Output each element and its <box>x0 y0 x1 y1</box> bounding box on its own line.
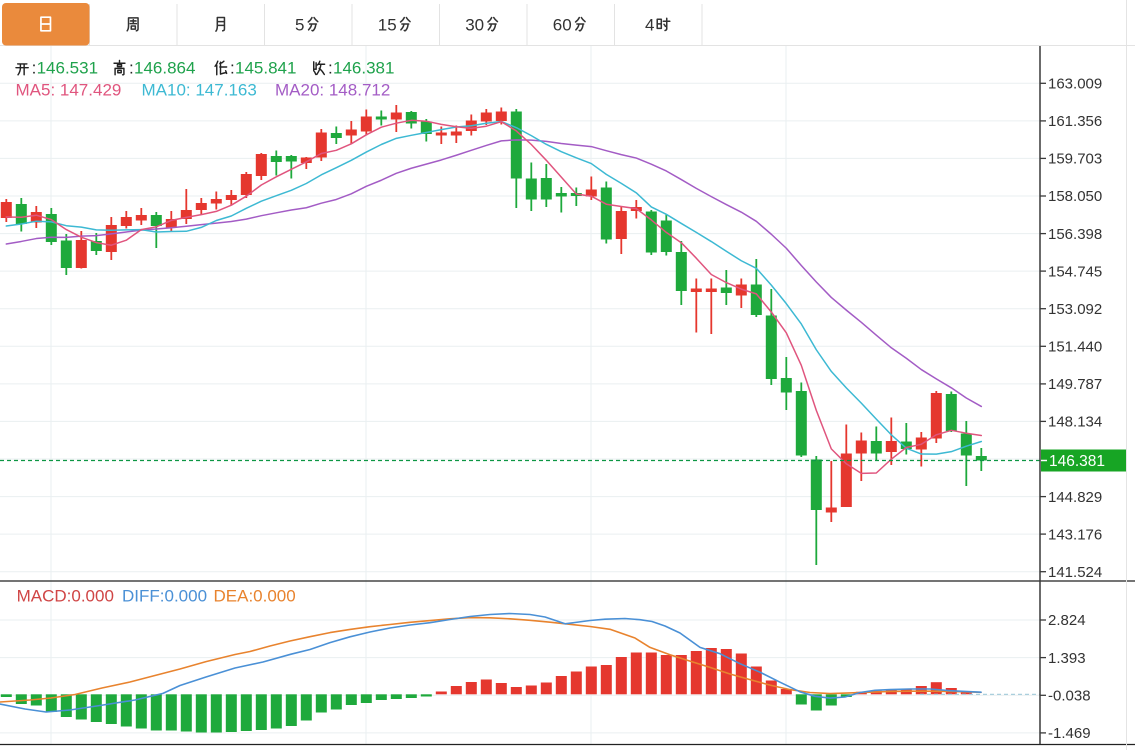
svg-text:146.531: 146.531 <box>37 59 98 78</box>
svg-text:30: 30 <box>465 16 484 35</box>
svg-text:143.176: 143.176 <box>1048 526 1102 543</box>
svg-text:15: 15 <box>378 16 397 35</box>
svg-text:146.864: 146.864 <box>134 59 195 78</box>
svg-text:146.381: 146.381 <box>333 59 394 78</box>
svg-text:154.745: 154.745 <box>1048 263 1102 280</box>
svg-text::: : <box>328 59 333 78</box>
svg-text::: : <box>32 59 37 78</box>
svg-text:146.381: 146.381 <box>1049 453 1105 470</box>
svg-text:163.009: 163.009 <box>1048 76 1102 93</box>
svg-text:144.829: 144.829 <box>1048 489 1102 506</box>
svg-text:145.841: 145.841 <box>235 59 296 78</box>
svg-text:148.134: 148.134 <box>1048 414 1102 431</box>
svg-text:159.703: 159.703 <box>1048 151 1102 168</box>
svg-text:-0.038: -0.038 <box>1048 688 1091 705</box>
svg-text:MA20: 148.712: MA20: 148.712 <box>275 81 390 100</box>
svg-text:MACD:0.000: MACD:0.000 <box>17 587 114 606</box>
svg-text:161.356: 161.356 <box>1048 113 1102 130</box>
svg-text:-1.469: -1.469 <box>1048 725 1091 742</box>
svg-text:4: 4 <box>645 16 654 35</box>
svg-text:60: 60 <box>553 16 572 35</box>
svg-text:MA5: 147.429: MA5: 147.429 <box>16 81 122 100</box>
svg-text:2.824: 2.824 <box>1048 612 1086 629</box>
svg-text:DIFF:0.000: DIFF:0.000 <box>122 587 207 606</box>
svg-text:158.050: 158.050 <box>1048 188 1102 205</box>
svg-text:153.092: 153.092 <box>1048 301 1102 318</box>
svg-text::: : <box>230 59 235 78</box>
svg-text::: : <box>129 59 134 78</box>
svg-text:141.524: 141.524 <box>1048 564 1102 581</box>
svg-text:DEA:0.000: DEA:0.000 <box>214 587 296 606</box>
svg-text:5: 5 <box>295 16 304 35</box>
svg-text:1.393: 1.393 <box>1048 650 1086 667</box>
svg-text:151.440: 151.440 <box>1048 339 1102 356</box>
svg-text:156.398: 156.398 <box>1048 226 1102 243</box>
svg-text:MA10: 147.163: MA10: 147.163 <box>142 81 257 100</box>
svg-text:149.787: 149.787 <box>1048 376 1102 393</box>
